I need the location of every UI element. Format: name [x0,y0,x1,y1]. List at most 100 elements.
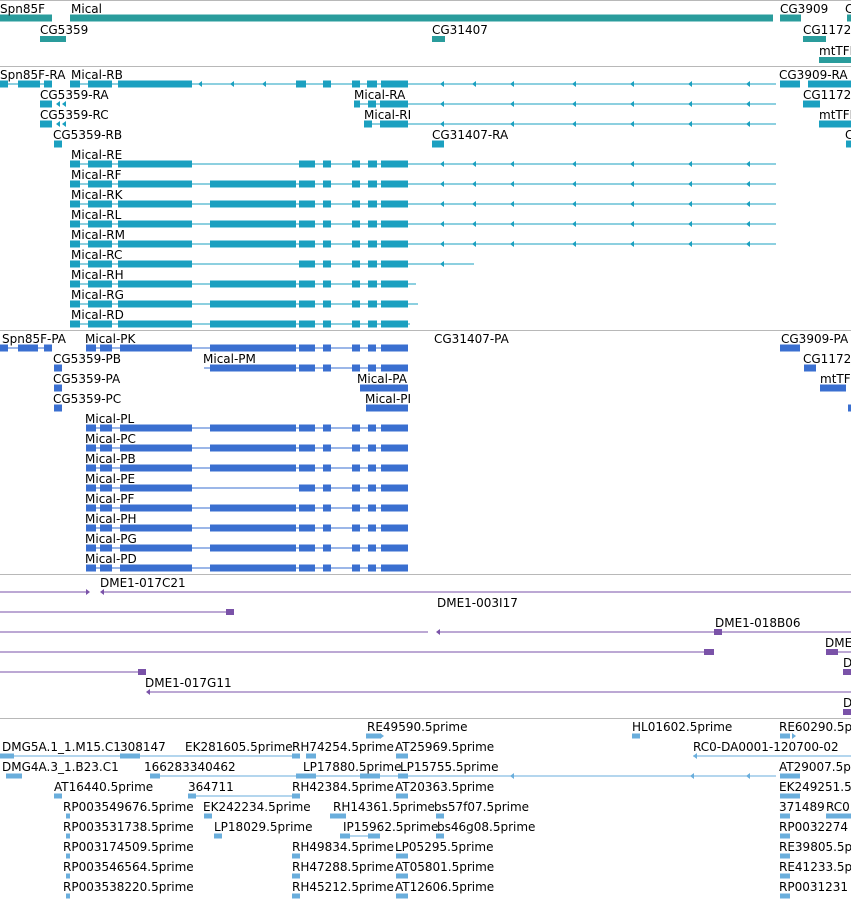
feature-label[interactable]: DME1-017C21 [100,576,186,590]
feature-label[interactable]: 364711 [188,780,234,794]
feature-label[interactable]: RH47288.5prime [292,860,394,874]
feature-label[interactable]: C [845,2,851,16]
feature-label[interactable]: Mical-RF [71,168,122,182]
feature-label[interactable]: Mical-RK [71,188,123,202]
feature-label[interactable]: Spn85F-PA [2,332,67,346]
feature-label[interactable]: LP15755.5prime [400,760,499,774]
feature-label[interactable]: 371489 [779,800,825,814]
feature-label[interactable]: RP003538220.5prime [63,880,194,894]
feature-label[interactable]: Mical-PB [85,452,136,466]
feature-label[interactable]: Mical-RG [71,288,124,302]
feature-label[interactable]: CG5359-PB [53,352,122,366]
feature-label[interactable]: AT16440.5prime [54,780,154,794]
feature-label[interactable]: RP003549676.5prime [63,800,194,814]
feature-label[interactable]: DMG4A.3_1.B23.C1 [2,760,119,774]
feature-label[interactable]: CG3909-PA [781,332,849,346]
feature-label[interactable]: RP003531738.5prime [63,820,194,834]
feature-label[interactable]: CG5359 [40,23,89,37]
feature-label[interactable]: RE39805.5p [779,840,851,854]
feature-label[interactable]: bs57f07.5prime [434,800,530,814]
feature-label[interactable]: AT20363.5prime [395,780,495,794]
feature-label[interactable]: RC0 [826,800,850,814]
feature-label[interactable]: Spn85F [0,2,46,16]
feature-label[interactable]: CG3909-RA [779,68,848,82]
feature-label[interactable]: CG1172 [803,88,851,102]
feature-label[interactable]: Mical-PA [357,372,407,386]
feature-label[interactable]: CG31407 [432,23,488,37]
feature-label[interactable]: RE41233.5p [779,860,851,874]
feature-label[interactable]: CG1172 [803,352,851,366]
feature-label[interactable]: Mical-RL [71,208,122,222]
feature-label[interactable]: Mical-RH [71,268,124,282]
feature-label[interactable]: CG3909 [780,2,829,16]
feature-label[interactable]: Mical-PC [85,432,136,446]
feature-label[interactable]: Mical-RA [354,88,406,102]
feature-label[interactable]: HL01602.5prime [632,720,733,734]
feature-label[interactable]: Mical-PE [85,472,136,486]
feature-label[interactable]: RP0032274 [779,820,849,834]
feature-label[interactable]: Mical-RC [71,248,123,262]
feature-label[interactable]: Mical-PG [85,532,137,546]
feature-label[interactable]: RP003174509.5prime [63,840,194,854]
feature-label[interactable]: Mical-RD [71,308,124,322]
feature-label[interactable]: Mical-RI [364,108,412,122]
feature-label[interactable]: DME1-003I17 [437,596,518,610]
feature-label[interactable]: CG5359-PA [53,372,121,386]
feature-label[interactable]: RE49590.5prime [367,720,468,734]
feature-label[interactable]: Mical-RM [71,228,125,242]
feature-label[interactable]: EK242234.5prime [203,800,311,814]
feature-label[interactable]: CG5359-RA [40,88,109,102]
feature-label[interactable]: mtTFB [820,372,851,386]
feature-label[interactable]: AT29007.5p [779,760,851,774]
feature-label[interactable]: IP15962.5prime [343,820,439,834]
feature-label[interactable]: CG5359-RC [40,108,109,122]
feature-label[interactable]: RH49834.5prime [292,840,394,854]
feature-label[interactable]: Mical-RB [71,68,123,82]
feature-label[interactable]: Mical-PM [203,352,256,366]
feature-label[interactable]: Spn85F-RA [0,68,66,82]
feature-label[interactable]: Mical-PF [85,492,135,506]
feature-label[interactable]: AT05801.5prime [395,860,495,874]
feature-label[interactable]: CG5359-RB [53,128,123,142]
feature-label[interactable]: Mical-PK [85,332,136,346]
feature-label[interactable]: LP05295.5prime [395,840,494,854]
feature-label[interactable]: EK281605.5prime [185,740,293,754]
feature-label[interactable]: LP17880.5prime [303,760,402,774]
feature-label[interactable]: Mical-PI [365,392,412,406]
feature-label[interactable]: EK249251.5 [779,780,851,794]
feature-label[interactable]: RE60290.5p [779,720,851,734]
feature-label[interactable]: RP003546564.5prime [63,860,194,874]
feature-label[interactable]: mtTFB [819,44,851,58]
feature-label[interactable]: CG31407-RA [432,128,509,142]
exon-block [88,260,112,268]
feature-label[interactable]: DMG5A.1_1.M15.C1 [2,740,121,754]
feature-label[interactable]: DME [825,636,851,650]
feature-label[interactable]: RH74254.5prime [292,740,394,754]
feature-label[interactable]: 308147 [120,740,166,754]
feature-label[interactable]: 166283340462 [144,760,236,774]
feature-label[interactable]: RC0-DA0001-120700-02 [693,740,839,754]
feature-label[interactable]: D [843,696,851,710]
feature-label[interactable]: RH14361.5prime [333,800,435,814]
feature-label[interactable]: RP0031231 [779,880,849,894]
feature-label[interactable]: AT12606.5prime [395,880,495,894]
strand-arrow [86,589,90,595]
feature-label[interactable]: AT25969.5prime [395,740,495,754]
feature-label[interactable]: mtTFB [819,108,851,122]
feature-label[interactable]: Mical-PH [85,512,137,526]
feature-label[interactable]: RH45212.5prime [292,880,394,894]
feature-label[interactable]: Mical-RE [71,148,123,162]
feature-label[interactable]: bs46g08.5prime [437,820,536,834]
feature-label[interactable]: LP18029.5prime [214,820,313,834]
feature-label[interactable]: C [845,128,851,142]
feature-label[interactable]: Mical-PD [85,552,137,566]
feature-label[interactable]: Mical-PL [85,412,135,426]
feature-label[interactable]: CG31407-PA [434,332,509,346]
feature-label[interactable]: CG5359-PC [53,392,122,406]
feature-label[interactable]: DME1-017G11 [145,676,232,690]
feature-label[interactable]: CG1172 [803,23,851,37]
feature-label[interactable]: DME1-018B06 [715,616,801,630]
feature-label[interactable]: D [843,656,851,670]
feature-label[interactable]: Mical [71,2,102,16]
feature-label[interactable]: RH42384.5prime [292,780,394,794]
